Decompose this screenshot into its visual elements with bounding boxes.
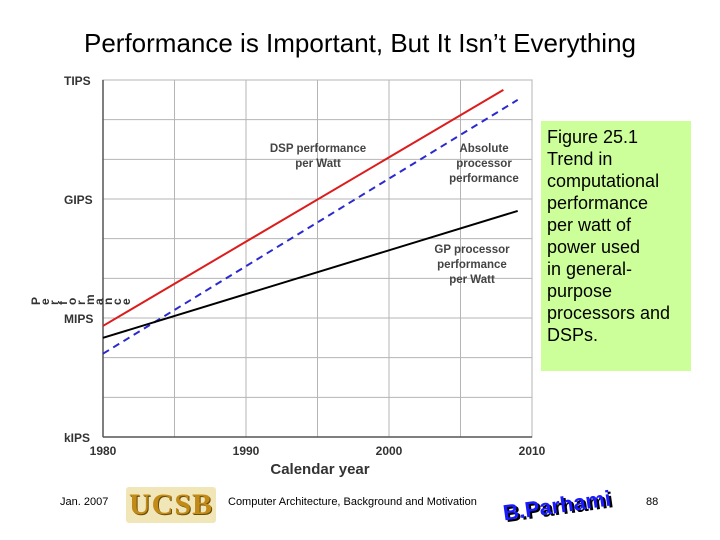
y-axis-label-char: c bbox=[110, 298, 124, 305]
series-line bbox=[102, 209, 518, 339]
series-annotation: performance bbox=[449, 173, 519, 185]
x-tick-label: 1990 bbox=[233, 444, 260, 458]
y-tick-label: TIPS bbox=[64, 74, 91, 88]
caption-line: computational bbox=[547, 171, 660, 191]
y-axis-label-char: a bbox=[92, 298, 106, 305]
series-annotation: GP processor bbox=[434, 244, 510, 256]
y-axis-label-char: e bbox=[119, 298, 133, 305]
series-annotation: processor bbox=[456, 158, 512, 170]
y-axis-label-char: o bbox=[65, 298, 79, 305]
y-axis-label-char: n bbox=[101, 298, 115, 305]
series-annotation: DSP performance bbox=[270, 143, 366, 155]
y-tick-label: GIPS bbox=[64, 193, 93, 207]
author-logo: B.Parhami bbox=[501, 485, 613, 526]
caption-line: per watt of bbox=[547, 215, 632, 235]
figure-caption: Figure 25.1 Trend in computational perfo… bbox=[541, 121, 691, 371]
y-axis-label-char: r bbox=[74, 300, 88, 305]
caption-line: in general- bbox=[547, 259, 633, 279]
caption-line: power used bbox=[547, 237, 641, 257]
slide-title: Performance is Important, But It Isn’t E… bbox=[83, 28, 636, 58]
y-axis-label-char: m bbox=[83, 294, 97, 305]
caption-line: Figure 25.1 bbox=[547, 127, 639, 147]
caption-line: DSPs. bbox=[547, 325, 599, 345]
y-tick-label: MIPS bbox=[64, 312, 93, 326]
series-annotation: per Watt bbox=[449, 274, 495, 286]
footer-date: Jan. 2007 bbox=[60, 496, 109, 508]
page-number: 88 bbox=[646, 496, 659, 508]
y-axis-label-char: e bbox=[38, 298, 52, 305]
y-axis-label-char: P bbox=[29, 297, 43, 305]
x-tick-label: 2000 bbox=[376, 444, 403, 458]
x-axis-label: Calendar year bbox=[270, 461, 369, 478]
caption-line: Trend in bbox=[547, 149, 613, 169]
x-tick-label: 2010 bbox=[519, 444, 546, 458]
footer-course-title: Computer Architecture, Background and Mo… bbox=[228, 496, 477, 508]
caption-line: purpose bbox=[547, 281, 613, 301]
performance-chart: 1980 1990 2000 2010 kIPS MIPS GIPS TIPS Calendar… bbox=[29, 74, 546, 478]
series-line bbox=[102, 89, 504, 327]
series-annotation: performance bbox=[437, 259, 507, 271]
x-tick-label: 1980 bbox=[90, 444, 117, 458]
y-axis-label-char: f bbox=[56, 300, 70, 305]
ucsb-logo: UCSB bbox=[126, 487, 216, 523]
y-axis-label-char: r bbox=[47, 300, 61, 305]
series-annotation: Absolute bbox=[459, 143, 508, 155]
caption-line: performance bbox=[547, 193, 649, 213]
series-line bbox=[102, 98, 519, 355]
series-annotation: per Watt bbox=[295, 158, 341, 170]
caption-line: processors and bbox=[547, 303, 671, 323]
y-tick-label: kIPS bbox=[64, 431, 90, 445]
